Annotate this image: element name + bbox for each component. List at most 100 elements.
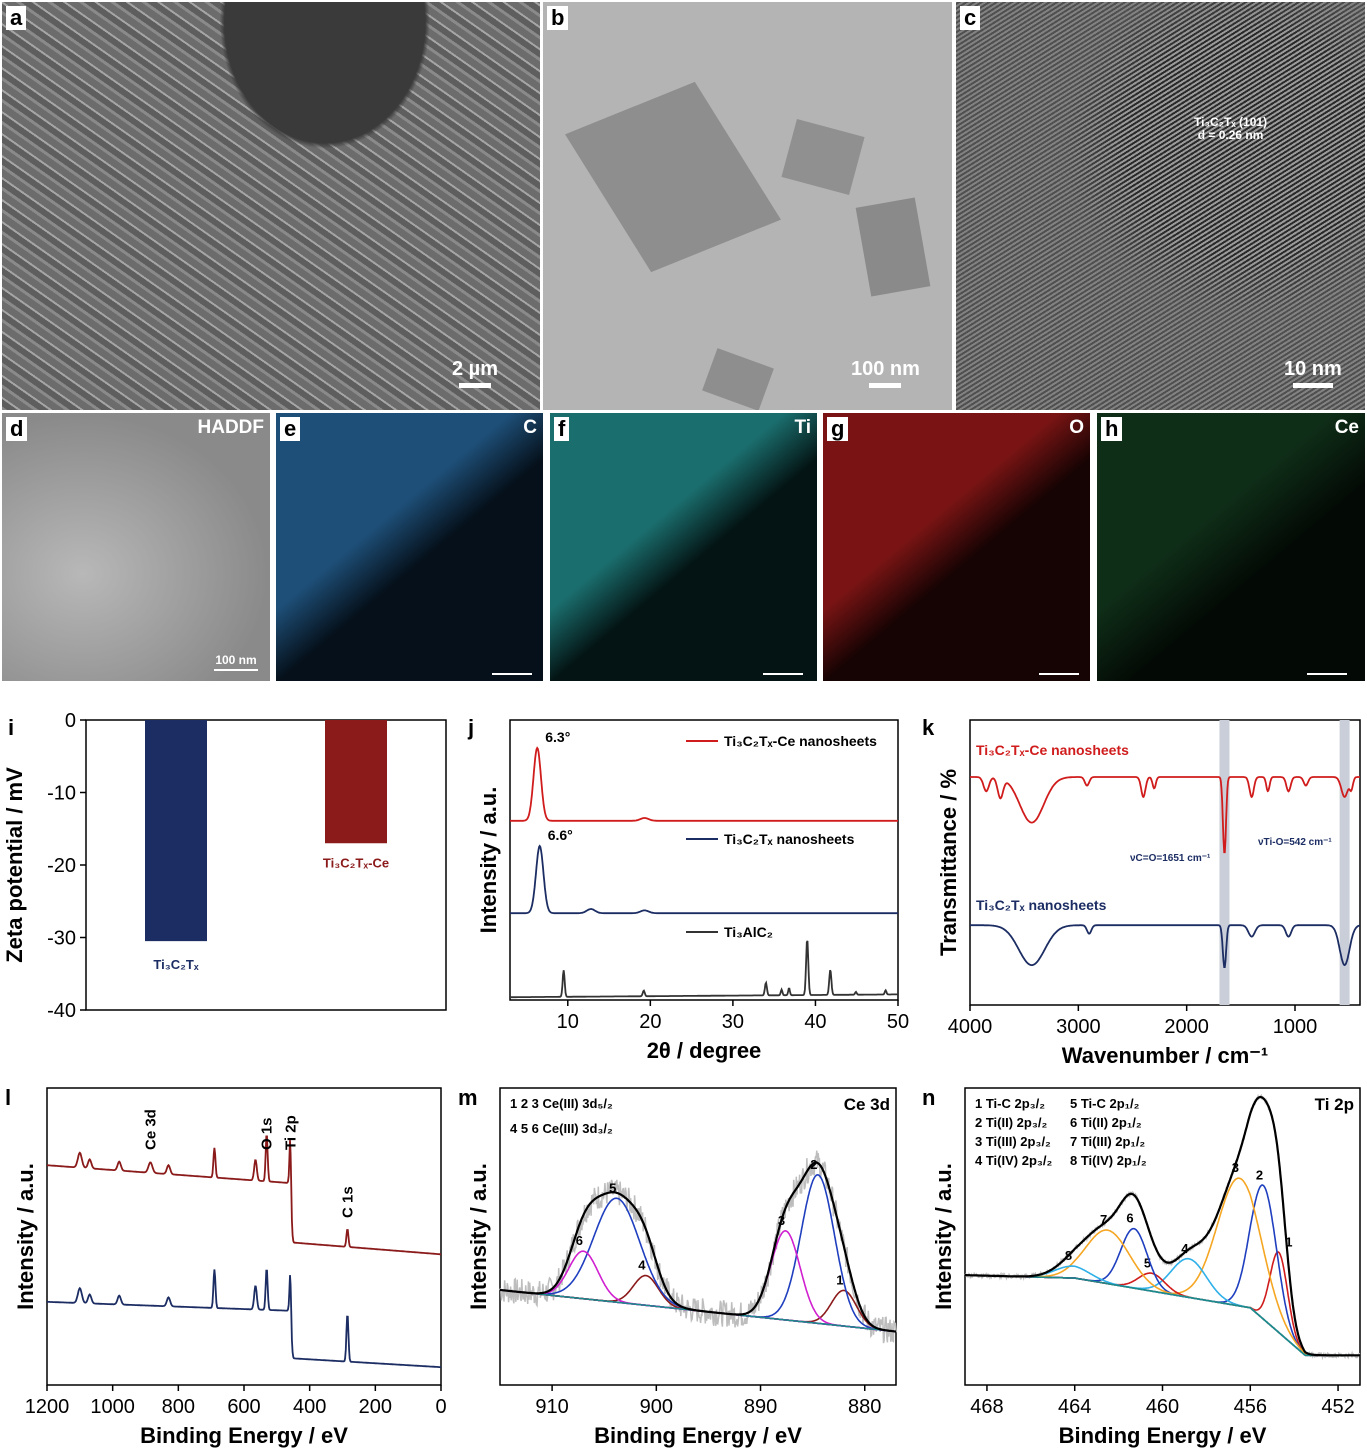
plot-frame — [85, 719, 447, 1011]
legend-label: Ti₃C₂Tₓ-Ce nanosheets — [724, 733, 877, 749]
scale-bar: 100 nm — [214, 653, 258, 671]
y-tick-label: 0 — [65, 710, 76, 732]
plot-frame — [46, 1087, 442, 1386]
panel-label: b — [547, 6, 569, 30]
panel-label: a — [6, 6, 27, 30]
peak-annotation: 6.6° — [548, 827, 573, 843]
y-axis-label: Zeta potential / mV — [2, 767, 27, 963]
scale-text: 100 nm — [215, 653, 257, 667]
legend-entry: 2 Ti(II) 2p₃/₂ — [975, 1115, 1047, 1130]
envelope-fit — [965, 1096, 1360, 1357]
legend-label: Ti₃AlC₂ — [724, 924, 773, 940]
panel-label: h — [1101, 417, 1123, 441]
legend-entry: 8 Ti(IV) 2p₁/₂ — [1070, 1153, 1147, 1168]
series-line — [510, 844, 898, 915]
haadf-image: d HADDF 100 nm — [2, 413, 270, 681]
x-tick-label: 460 — [1146, 1396, 1179, 1418]
panel-label: k — [922, 715, 935, 740]
fit-component — [965, 1184, 1360, 1357]
scale-text: 10 nm — [1284, 358, 1342, 380]
series-line — [46, 1135, 441, 1256]
lattice-annotation: Ti₃C₂Tₓ (101) d = 0.26 nm — [1194, 115, 1268, 142]
element-label: Ce — [1334, 417, 1359, 438]
legend-entry: 3 Ti(III) 2p₃/₂ — [975, 1134, 1051, 1149]
tem-image: b 100 nm — [543, 2, 952, 410]
series-label: Ti₃C₂Tₓ-Ce nanosheets — [976, 742, 1129, 758]
spectrum-title: Ce 3d — [844, 1095, 890, 1114]
x-tick-label: 900 — [640, 1396, 673, 1418]
scale-bar: 2 µm — [452, 358, 498, 388]
x-tick-label: 10 — [557, 1011, 579, 1033]
x-tick-label: 600 — [227, 1396, 260, 1418]
panel-label: e — [280, 417, 301, 441]
y-axis-label: Intensity / a.u. — [13, 1163, 38, 1310]
series-label: Ti₃C₂Tₓ nanosheets — [976, 897, 1107, 913]
x-tick-label: 3000 — [1056, 1016, 1101, 1038]
scale-bar — [763, 673, 803, 675]
panel-label: f — [554, 417, 570, 441]
scale-text: 100 nm — [851, 358, 920, 380]
chart-i: i Zeta potential / mV 0 -10 -20 -30 -40 Ti₃C₂Tₓ… — [2, 710, 447, 1022]
y-axis-label: Transmittance / % — [936, 769, 961, 956]
peak-annotation: 6.3° — [545, 729, 570, 745]
panel-label: m — [458, 1085, 478, 1110]
scale-bar — [1307, 673, 1347, 675]
series-line — [46, 1269, 442, 1369]
chart-n: n Intensity / a.u. Binding Energy / eV 468 4… — [922, 1085, 1361, 1448]
plot-frame — [509, 719, 899, 1001]
chart-j: j Intensity / a.u. 2θ / degree 10 20 30 40 50 6.… — [467, 715, 909, 1063]
component-label: 5 — [1144, 1255, 1151, 1270]
band-annotation: νTi-O=542 cm⁻¹ — [1258, 837, 1332, 848]
x-tick-label: 468 — [970, 1396, 1003, 1418]
scale-bar — [492, 673, 532, 675]
legend-entry: 1 Ti-C 2p₃/₂ — [975, 1096, 1045, 1111]
element-label: Ti — [794, 417, 811, 438]
x-tick-label: 890 — [744, 1396, 777, 1418]
component-label: 2 — [1256, 1168, 1263, 1183]
x-tick-label: 910 — [535, 1396, 568, 1418]
component-label: 1 — [1285, 1234, 1292, 1249]
y-tick-label: -20 — [47, 855, 76, 877]
x-tick-label: 50 — [887, 1011, 909, 1033]
y-tick-label: -40 — [47, 1000, 76, 1022]
legend-entry: 5 Ti-C 2p₁/₂ — [1070, 1096, 1140, 1111]
highlight-band — [1219, 720, 1230, 1005]
panel-label: l — [5, 1085, 11, 1110]
chart-l: l Intensity / a.u. Binding Energy / eV 1200… — [5, 1085, 447, 1448]
envelope-fit — [500, 1161, 896, 1333]
x-tick-label: 1000 — [90, 1396, 135, 1418]
x-tick-label: 200 — [359, 1396, 392, 1418]
x-tick-label: 880 — [848, 1396, 881, 1418]
scale-text: 2 µm — [452, 358, 498, 380]
component-label: 4 — [1181, 1241, 1189, 1256]
chart-m: m Intensity / a.u. Binding Energy / eV 910 9… — [458, 1085, 897, 1448]
panel-title: HADDF — [197, 417, 265, 438]
panel-label: j — [467, 715, 474, 740]
bar-label: Ti₃C₂Tₓ — [153, 957, 198, 972]
series-line — [970, 924, 1361, 968]
x-tick-label: 4000 — [948, 1016, 993, 1038]
component-label: 7 — [1100, 1212, 1107, 1227]
component-label: 6 — [1126, 1211, 1133, 1226]
panel-label: c — [960, 6, 981, 30]
panel-label: i — [8, 715, 14, 740]
x-axis-label: Binding Energy / eV — [594, 1423, 802, 1448]
x-axis-label: Binding Energy / eV — [140, 1423, 348, 1448]
panel-label: g — [827, 417, 849, 441]
x-tick-label: 400 — [293, 1396, 326, 1418]
legend-entry: 7 Ti(III) 2p₁/₂ — [1070, 1134, 1145, 1149]
x-tick-label: 452 — [1321, 1396, 1354, 1418]
y-axis-label: Intensity / a.u. — [931, 1163, 956, 1310]
plot-frame — [499, 1087, 897, 1386]
component-label: 1 — [836, 1272, 843, 1287]
legend-label: Ti₃C₂Tₓ nanosheets — [724, 831, 855, 847]
peak-label: Ti 2p — [283, 1115, 300, 1150]
x-tick-label: 40 — [804, 1011, 826, 1033]
legend-entry: 6 Ti(II) 2p₁/₂ — [1070, 1115, 1142, 1130]
element-label: O — [1069, 417, 1084, 438]
bar — [325, 720, 387, 844]
legend-entry: 1 2 3 Ce(III) 3d₅/₂ — [510, 1096, 613, 1111]
x-tick-label: 800 — [162, 1396, 195, 1418]
bar-label: Ti₃C₂Tₓ-Ce — [323, 855, 389, 870]
